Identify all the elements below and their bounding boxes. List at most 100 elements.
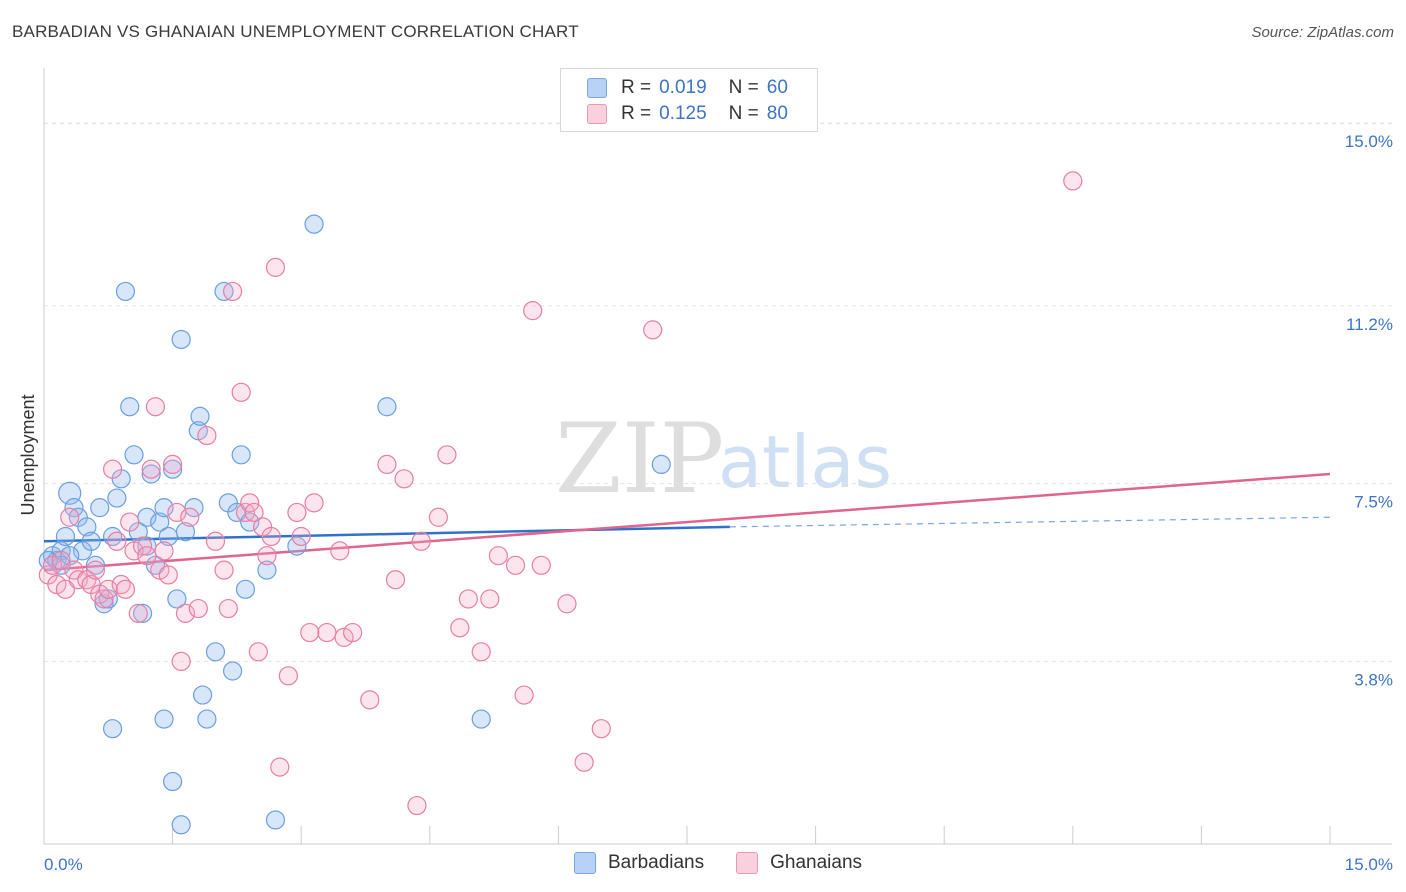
point-ghanaians [261, 526, 281, 547]
point-ghanaians [557, 594, 577, 614]
legend-n-value: 60 [766, 77, 788, 98]
point-barbadians [81, 531, 101, 551]
point-ghanaians [428, 507, 448, 527]
point-ghanaians [643, 320, 663, 340]
legend-row-barbadians: R = 0.019 N = 60 [587, 77, 788, 99]
point-ghanaians [188, 598, 208, 619]
point-ghanaians [450, 618, 470, 638]
point-barbadians [154, 498, 174, 518]
point-ghanaians [128, 603, 148, 623]
point-barbadians [231, 445, 251, 465]
point-barbadians [163, 459, 183, 479]
point-barbadians [471, 709, 491, 729]
point-ghanaians [300, 622, 320, 643]
point-ghanaians [304, 493, 324, 513]
point-ghanaians [591, 719, 611, 739]
point-barbadians [651, 454, 671, 475]
series-swatch-ghanaians [736, 852, 759, 874]
point-barbadians [55, 526, 76, 547]
point-barbadians [223, 661, 243, 681]
point-barbadians [77, 517, 97, 537]
legend-r-label: R = [621, 77, 652, 98]
point-barbadians [150, 512, 170, 532]
point-ghanaians [1063, 171, 1083, 191]
series-label-ghanaians: Ghanaians [770, 852, 863, 873]
point-barbadians [64, 498, 84, 518]
point-ghanaians [265, 257, 286, 277]
point-ghanaians [244, 502, 264, 523]
point-ghanaians [471, 642, 491, 662]
correlation-legend: R = 0.019 N = 60 R = 0.125 N = 80 [560, 68, 818, 132]
point-ghanaians [223, 281, 243, 302]
point-ghanaians [458, 589, 478, 609]
point-ghanaians [270, 757, 290, 777]
series-swatch-barbadians [574, 852, 596, 874]
legend-swatch-ghanaians [587, 104, 607, 124]
chart-title: BARBADIAN VS GHANAIAN UNEMPLOYMENT CORRE… [12, 22, 579, 41]
legend-row-ghanaians: R = 0.125 N = 80 [587, 103, 788, 125]
point-ghanaians [231, 382, 251, 402]
point-ghanaians [55, 579, 76, 599]
point-ghanaians [115, 579, 136, 599]
y-tick-label: 3.8% [1354, 670, 1393, 689]
source-label: Source: ZipAtlas.com [1251, 24, 1394, 41]
point-ghanaians [248, 642, 268, 662]
point-barbadians [171, 329, 191, 350]
point-ghanaians [171, 651, 191, 672]
point-ghanaians [214, 560, 234, 580]
point-ghanaians [85, 560, 106, 580]
series-legend-barbadians[interactable]: Barbadians [574, 852, 704, 874]
point-ghanaians [240, 493, 260, 513]
x-tick-label: 0.0% [44, 855, 83, 874]
point-barbadians [141, 464, 161, 484]
legend-r-label: R = [621, 103, 652, 124]
trend-extension-barbadians [729, 516, 1331, 528]
point-ghanaians [343, 622, 363, 643]
point-ghanaians [505, 555, 526, 575]
point-ghanaians [360, 690, 380, 710]
point-ghanaians [205, 531, 226, 551]
series-legend-ghanaians[interactable]: Ghanaians [736, 852, 862, 874]
legend-swatch-barbadians [587, 78, 607, 98]
point-barbadians [163, 771, 183, 792]
legend-r-value: 0.125 [659, 103, 707, 124]
series-ghanaians [38, 171, 1083, 816]
y-axis-label: Unemployment [18, 394, 38, 515]
point-ghanaians [385, 570, 406, 590]
point-barbadians [154, 709, 174, 729]
point-barbadians [193, 685, 213, 705]
point-ghanaians [278, 666, 298, 686]
series-label-barbadians: Barbadians [608, 852, 705, 873]
point-ghanaians [137, 546, 157, 566]
watermark: ZIP atlas [555, 403, 892, 515]
point-barbadians [90, 498, 110, 518]
point-barbadians [190, 406, 210, 426]
tick-labels: 3.8% 7.5% 11.2% 15.0% 0.0% 15.0% [44, 132, 1393, 874]
point-ghanaians [145, 397, 166, 417]
point-ghanaians [141, 459, 161, 479]
trend-line-barbadians [43, 525, 730, 543]
point-barbadians [265, 810, 286, 830]
y-tick-label: 15.0% [1345, 132, 1393, 151]
point-ghanaians [257, 546, 277, 566]
point-ghanaians [102, 459, 123, 479]
point-ghanaians [107, 531, 127, 551]
point-ghanaians [163, 454, 183, 475]
point-barbadians [171, 815, 191, 835]
point-ghanaians [437, 445, 457, 465]
point-ghanaians [51, 550, 71, 571]
point-ghanaians [407, 795, 427, 816]
point-ghanaians [523, 301, 543, 321]
point-barbadians [287, 536, 307, 556]
point-ghanaians [154, 541, 174, 561]
x-tick-label: 15.0% [1345, 855, 1393, 874]
point-ghanaians [394, 469, 414, 489]
legend-n-label: N = [728, 77, 759, 98]
point-ghanaians [167, 502, 187, 523]
point-ghanaians [180, 507, 200, 527]
point-ghanaians [120, 512, 140, 532]
point-barbadians [257, 560, 277, 580]
point-ghanaians [291, 526, 311, 547]
point-ghanaians [287, 502, 307, 523]
